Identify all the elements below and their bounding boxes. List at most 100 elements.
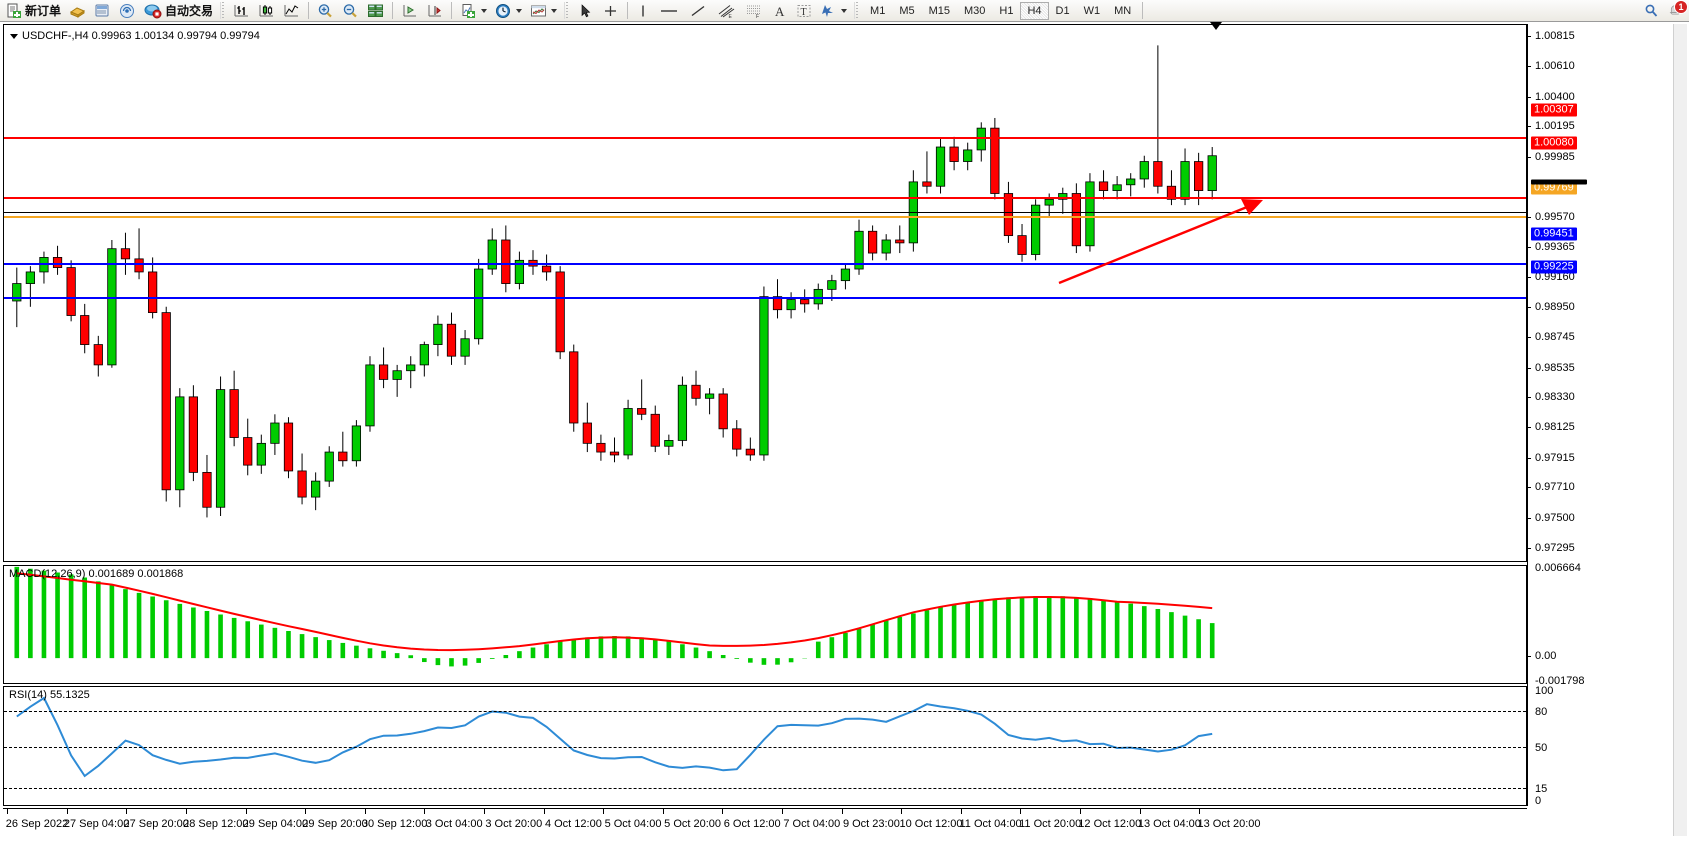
timeframe-m15[interactable]: M15 <box>928 4 950 17</box>
price-tick-label: 1.00195 <box>1535 120 1575 133</box>
price-pane[interactable]: USDCHF-,H4 0.99963 1.00134 0.99794 0.997… <box>3 24 1527 562</box>
candlestick-chart-button[interactable] <box>254 1 279 21</box>
zoom-in-icon <box>318 3 332 17</box>
price-tick-label: 0.99365 <box>1535 240 1575 253</box>
time-separator <box>484 809 485 814</box>
svg-text:F: F <box>756 14 759 19</box>
chart-menu-arrow-icon[interactable] <box>10 33 18 39</box>
price-tick <box>1527 36 1531 38</box>
time-tick-label: 3 Oct 20:00 <box>485 818 543 830</box>
text-label-icon: T <box>797 4 811 18</box>
price-tick-label: 0.97915 <box>1535 451 1575 464</box>
price-level-tag-0-99769[interactable]: 0.99769 <box>1531 181 1577 195</box>
line-chart-icon <box>284 4 299 16</box>
trendline-tool-button[interactable] <box>684 1 712 21</box>
tile-windows-button[interactable] <box>363 1 388 21</box>
vertical-line-icon <box>642 5 644 16</box>
price-tick <box>1527 307 1531 309</box>
equidistant-channel-button[interactable]: E <box>712 1 740 21</box>
vertical-line-tool-button[interactable] <box>632 1 654 21</box>
timeframe-m1[interactable]: M1 <box>870 4 886 17</box>
new-chart-dropdown-caret[interactable] <box>481 8 488 13</box>
toolbar-grip-1[interactable] <box>220 2 227 19</box>
level-line-1-00307[interactable] <box>4 137 1526 139</box>
toolbar-separator-5 <box>1142 2 1144 19</box>
level-line-0-99769[interactable] <box>4 216 1526 218</box>
time-tick-label: 3 Oct 04:00 <box>425 818 483 830</box>
rsi-tick-label: 0 <box>1535 795 1542 807</box>
price-tick <box>1527 367 1531 369</box>
bar-chart-button[interactable] <box>229 1 254 21</box>
period-dropdown-caret[interactable] <box>516 8 523 13</box>
arrows-tool-button[interactable] <box>816 1 851 21</box>
timeframe-d1[interactable]: D1 <box>1055 4 1070 17</box>
arrows-dropdown-caret[interactable] <box>841 8 848 13</box>
rsi-level-15 <box>4 788 1526 789</box>
time-tick-label: 9 Oct 23:00 <box>842 818 900 830</box>
chart-shift-icon <box>403 4 417 16</box>
horizontal-line-tool-button[interactable] <box>654 1 684 21</box>
level-line-black-upper <box>4 212 1526 213</box>
macd-series <box>14 566 1215 667</box>
new-order-button[interactable]: 新订单 <box>2 1 65 21</box>
macd-tick-label: 0.006664 <box>1535 562 1581 574</box>
macd-tick-label: 0.00 <box>1535 650 1557 662</box>
time-separator <box>1139 809 1141 814</box>
auto-scroll-button[interactable] <box>422 1 447 21</box>
price-level-tag-0-99225[interactable]: 0.99225 <box>1531 260 1577 274</box>
notifications-button[interactable]: 1 <box>1665 0 1688 21</box>
timeframe-m30[interactable]: M30 <box>964 4 986 17</box>
auto-trading-button[interactable]: 自动交易 <box>140 1 217 21</box>
level-line-0-99225[interactable] <box>4 297 1526 299</box>
terminal-button[interactable] <box>90 1 115 21</box>
macd-tick-label: -0.001798 <box>1535 675 1585 687</box>
macd-tick <box>1527 656 1531 657</box>
price-tick <box>1527 517 1531 519</box>
signals-button[interactable] <box>115 1 140 21</box>
line-chart-button[interactable] <box>279 1 304 21</box>
level-line-1-00080[interactable] <box>4 197 1526 199</box>
price-level-tag-1-00307[interactable]: 1.00307 <box>1531 103 1577 117</box>
notification-badge: 1 <box>1674 0 1688 14</box>
macd-pane[interactable]: MACD(12,26,9) 0.001689 0.001868 <box>3 565 1527 684</box>
text-label-tool-button[interactable]: T <box>792 1 816 21</box>
price-tick-label: 1.00610 <box>1535 60 1575 73</box>
timeframe-w1[interactable]: W1 <box>1083 4 1101 17</box>
chart-container[interactable]: USDCHF-,H4 0.99963 1.00134 0.99794 0.997… <box>0 22 1689 858</box>
price-level-tag-0-99451[interactable]: 0.99451 <box>1531 227 1577 241</box>
search-button[interactable] <box>1639 1 1665 21</box>
time-tick-label: 4 Oct 12:00 <box>544 818 602 830</box>
cursor-tool-button[interactable] <box>573 1 598 21</box>
new-chart-button[interactable] <box>456 1 491 21</box>
time-separator <box>1020 809 1022 814</box>
text-tool-button[interactable]: A <box>768 1 792 21</box>
zoom-out-button[interactable] <box>338 1 363 21</box>
timeframe-h4[interactable]: H4 <box>1020 1 1049 20</box>
search-icon <box>1645 4 1658 17</box>
price-axis[interactable]: 1.00815 1.00610 1.00400 1.00195 0.99985 0.995… <box>1527 24 1689 807</box>
toolbar-grip-3[interactable] <box>854 2 861 19</box>
time-axis[interactable]: 26 Sep 2022 27 Sep 04:00 27 Sep 20:00 28 Se… <box>3 808 1527 836</box>
price-tick <box>1527 487 1531 489</box>
timeframe-mn[interactable]: MN <box>1114 4 1132 17</box>
price-tick <box>1527 427 1531 429</box>
price-level-tag-1-00080[interactable]: 1.00080 <box>1531 136 1577 150</box>
period-button[interactable] <box>491 1 526 21</box>
data-window-button[interactable] <box>65 1 90 21</box>
price-tick-label: 0.99570 <box>1535 211 1575 224</box>
zoom-in-button[interactable] <box>313 1 338 21</box>
shift-chart-button[interactable] <box>397 1 422 21</box>
templates-dropdown-caret[interactable] <box>551 8 558 13</box>
crosshair-tool-button[interactable] <box>598 1 623 21</box>
trend-arrow-annotation[interactable] <box>4 25 1526 561</box>
timeframe-h1[interactable]: H1 <box>999 4 1014 17</box>
level-line-0-99451[interactable] <box>4 263 1526 265</box>
rsi-pane[interactable]: RSI(14) 55.1325 <box>3 686 1527 806</box>
fibonacci-tool-button[interactable]: F <box>740 1 768 21</box>
price-tick-label: 0.98535 <box>1535 361 1575 374</box>
timeframe-m5[interactable]: M5 <box>899 4 915 17</box>
time-separator <box>603 809 605 814</box>
toolbar-grip-2[interactable] <box>564 2 571 19</box>
vertical-scrollbar[interactable] <box>1673 24 1687 836</box>
templates-button[interactable] <box>526 1 561 21</box>
